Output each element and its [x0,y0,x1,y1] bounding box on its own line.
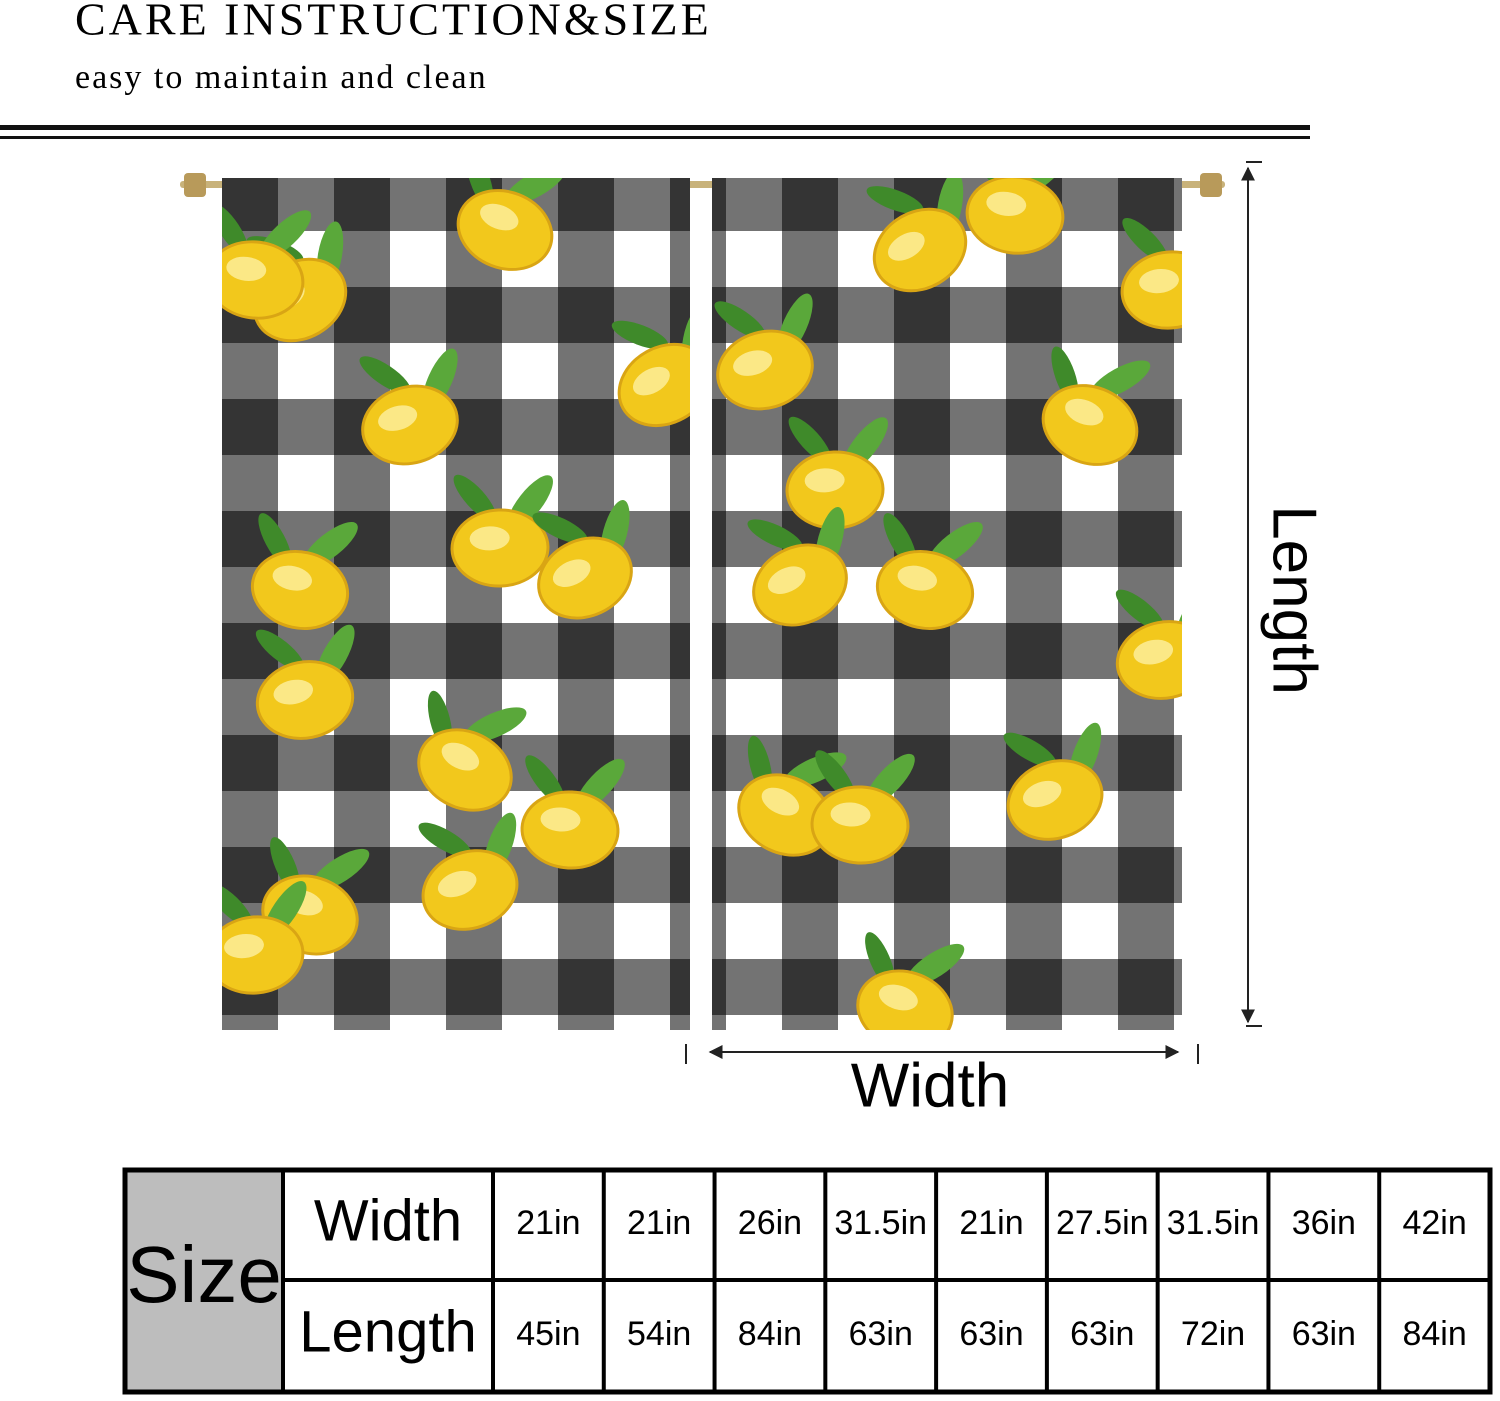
subtitle: easy to maintain and clean [75,59,488,96]
lemon-highlight [226,256,267,282]
size-value: 84in [1402,1315,1466,1353]
size-value: 63in [959,1315,1023,1353]
row-header: Width [314,1188,462,1253]
leaf [1003,732,1057,768]
title: CARE INSTRUCTION&SIZE [75,0,712,45]
lemon-highlight [986,191,1027,217]
leaf [453,474,497,522]
leaf [222,882,253,928]
lemon-highlight [441,742,480,771]
leaf [866,186,924,214]
width-label: Width [851,1051,1009,1120]
size-value: 27.5in [1056,1204,1149,1242]
lemon-highlight [272,565,313,591]
leaf [611,320,669,350]
size-label: Size [126,1230,282,1319]
lemon-highlight [1065,398,1104,426]
lemon-highlight [469,526,510,551]
lemon-highlight [540,807,581,832]
lemon-highlight [437,870,477,898]
size-value: 42in [1402,1204,1466,1242]
row-header: Length [299,1299,476,1364]
size-value: 63in [1292,1315,1356,1353]
divider [0,125,1310,130]
lemon-highlight [480,203,519,231]
leaf [1115,589,1165,631]
leaf [255,629,305,671]
lemon-highlight [897,565,938,591]
size-value: 31.5in [1167,1204,1260,1242]
lemon-highlight [1022,780,1062,808]
size-value: 21in [959,1204,1023,1242]
size-value: 84in [738,1315,802,1353]
lemon-highlight [552,559,591,587]
curtain-panel [222,178,690,1030]
lemon-highlight [830,802,871,827]
divider [0,136,1310,139]
size-value: 36in [1292,1204,1356,1242]
lemon-highlight [224,933,264,959]
size-cell [125,1170,283,1392]
size-value: 21in [516,1204,580,1242]
size-table: Size Width 21in 21in 26in 31.5in 21in 27.5in 31.… [122,1167,1493,1395]
size-value: 72in [1181,1315,1245,1353]
leaf [418,822,472,858]
size-value: 63in [1070,1315,1134,1353]
size-value: 63in [849,1315,913,1353]
lemon-highlight [1133,639,1174,665]
lemon-highlight [273,679,314,705]
lemon-highlight [761,787,800,816]
lemon-highlight [733,350,773,376]
leaf [788,416,832,464]
size-value: 21in [627,1204,691,1242]
size-value: 45in [516,1315,580,1353]
lemon-highlight [632,366,670,396]
rod-finial [184,173,206,197]
leaf [747,519,803,551]
size-value: 31.5in [834,1204,927,1242]
lemon-highlight [767,566,806,594]
lemon-highlight [378,405,418,431]
lemon-highlight [878,984,918,1011]
size-value: 26in [738,1204,802,1242]
leaf [714,301,766,339]
size-value: 54in [627,1315,691,1353]
rod-finial [1200,173,1222,197]
lemon-highlight [888,231,925,261]
length-label: Length [1260,505,1329,695]
lemon-highlight [804,468,845,493]
leaf [1122,217,1168,263]
curtain-panel [712,178,1182,1030]
leaf [359,356,411,394]
lemon-highlight [1139,268,1179,294]
leaf [532,512,588,544]
